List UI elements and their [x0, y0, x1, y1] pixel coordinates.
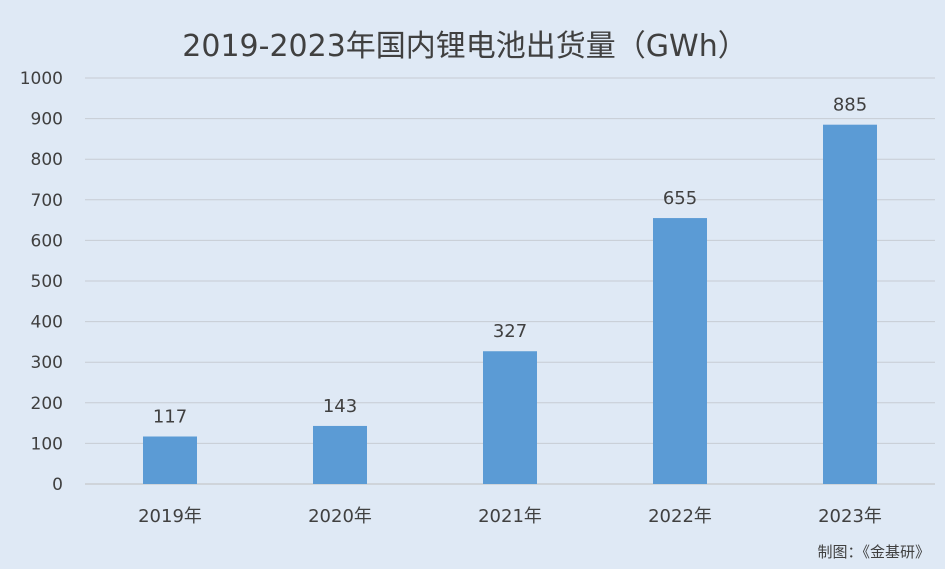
x-category-label: 2022年 [648, 506, 712, 527]
gridlines [85, 77, 935, 444]
chart-title: 2019-2023年国内锂电池出货量（GWh） [182, 29, 747, 64]
y-tick-label: 600 [31, 231, 63, 251]
data-label: 117 [153, 406, 187, 427]
y-axis-ticks: 0 100 200 300 400 500 600 700 800 900 1000 [20, 69, 63, 495]
y-tick-label: 200 [31, 394, 63, 414]
data-label: 655 [663, 188, 697, 209]
y-tick-label: 300 [31, 353, 63, 373]
data-label: 327 [493, 321, 527, 342]
bar [483, 351, 537, 484]
source-note: 制图：《金基研》 [817, 543, 930, 561]
y-tick-label: 800 [31, 150, 63, 170]
bar [143, 436, 197, 484]
y-tick-label: 400 [31, 313, 63, 333]
data-label: 143 [323, 396, 357, 417]
y-tick-label: 500 [31, 272, 63, 292]
bar [653, 218, 707, 484]
bar [313, 425, 367, 484]
y-tick-label: 0 [52, 475, 63, 495]
bars [143, 124, 877, 484]
y-tick-label: 100 [31, 434, 63, 454]
bar [823, 124, 877, 484]
x-category-label: 2019年 [138, 506, 202, 527]
data-label: 885 [833, 95, 867, 116]
x-category-label: 2023年 [818, 506, 882, 527]
x-category-label: 2020年 [308, 506, 372, 527]
data-labels: 117 143 327 655 885 [153, 95, 867, 428]
x-axis-categories: 2019年 2020年 2021年 2022年 2023年 [138, 506, 882, 527]
y-tick-label: 700 [31, 191, 63, 211]
y-tick-label: 900 [31, 110, 63, 130]
x-category-label: 2021年 [478, 506, 542, 527]
y-tick-label: 1000 [20, 69, 63, 89]
